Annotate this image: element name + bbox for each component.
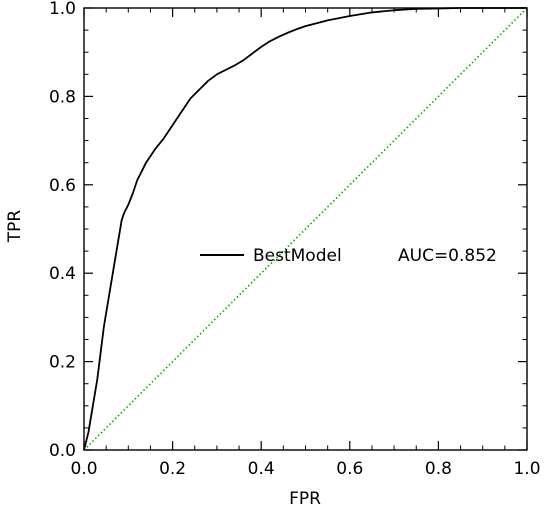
x-axis-ticks: 0.0 0.2 0.4 0.6 0.8 1.0 [70, 8, 541, 479]
x-tick-label: 0.8 [425, 459, 452, 479]
legend: BestModel AUC=0.852 [200, 246, 497, 266]
y-axis-ticks: 0.0 0.2 0.4 0.6 0.8 1.0 [49, 0, 527, 461]
x-tick-label: 0.4 [248, 459, 275, 479]
y-tick-label: 0.2 [49, 353, 76, 373]
x-tick-label: 0.2 [159, 459, 186, 479]
series-line-1 [83, 7, 527, 451]
y-tick-label: 0.0 [49, 441, 76, 461]
y-tick-label: 0.8 [49, 87, 76, 107]
y-tick-label: 0.4 [49, 264, 76, 284]
legend-series-label: BestModel [253, 246, 342, 266]
plot-area [83, 7, 528, 451]
x-tick-label: 0.0 [70, 459, 97, 479]
y-tick-label: 1.0 [49, 0, 76, 19]
x-tick-label: 0.6 [336, 459, 363, 479]
diagonal-reference-line [83, 7, 528, 451]
y-axis-label: TPR [5, 210, 25, 244]
y-tick-label: 0.6 [49, 176, 76, 196]
x-tick-label: 1.0 [513, 459, 540, 479]
legend-auc-label: AUC=0.852 [398, 246, 497, 266]
x-axis-label: FPR [289, 489, 321, 509]
